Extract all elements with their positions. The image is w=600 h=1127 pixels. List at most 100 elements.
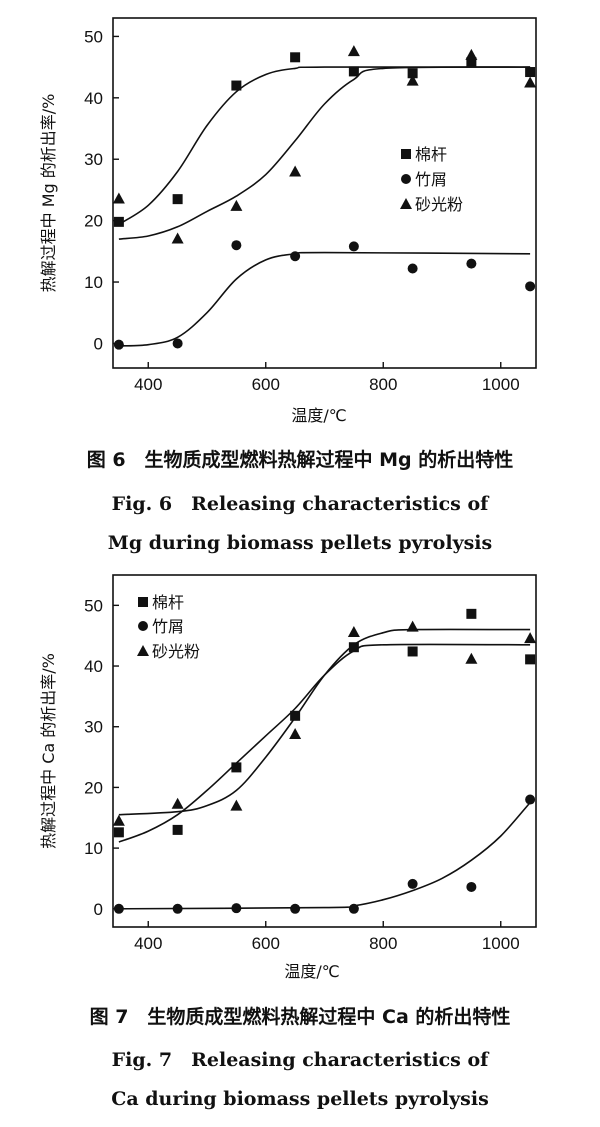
legend-circle-marker	[138, 621, 148, 631]
ca-plot-frame	[112, 574, 537, 928]
ca-y-tick-label: 50	[84, 596, 103, 615]
ca-x-tick-label: 800	[369, 934, 397, 953]
ca-legend-label-cotton: 棉杆	[152, 593, 184, 612]
mg-point-cotton	[525, 67, 536, 78]
ca-caption-cn: 图 7 生物质成型燃料热解过程中 Ca 的析出特性	[90, 1005, 511, 1028]
mg-point-bamboo	[348, 241, 359, 252]
ca-point-bamboo	[525, 794, 536, 805]
mg-point-sanding	[230, 199, 243, 211]
mg-point-cotton	[231, 80, 242, 91]
mg-y-tick-label: 30	[84, 150, 103, 169]
mg-legend: 棉杆 竹屑 砂光粉	[400, 145, 463, 214]
ca-point-sanding	[112, 814, 125, 826]
mg-legend-label-cotton: 棉杆	[415, 145, 447, 164]
ca-y-tick-label: 30	[84, 718, 103, 737]
ca-legend: 棉杆 竹屑 砂光粉	[137, 593, 200, 661]
mg-y-tick-label: 40	[84, 89, 103, 108]
mg-point-bamboo	[172, 338, 183, 349]
mg-point-bamboo	[466, 258, 477, 269]
mg-legend-label-bamboo: 竹屑	[415, 170, 447, 189]
ca-point-bamboo	[231, 903, 242, 914]
mg-plot-frame	[112, 17, 537, 369]
mg-caption-cn: 图 6 生物质成型燃料热解过程中 Mg 的析出特性	[87, 448, 514, 471]
mg-point-cotton	[348, 66, 359, 77]
mg-point-sanding	[347, 45, 360, 57]
legend-triangle-marker	[137, 645, 149, 656]
ca-point-cotton	[525, 654, 536, 665]
ca-point-cotton	[231, 762, 242, 773]
ca-point-cotton	[113, 827, 124, 838]
ca-point-sanding	[171, 797, 184, 809]
ca-point-cotton	[290, 710, 301, 721]
ca-point-sanding	[347, 626, 360, 638]
mg-point-bamboo	[113, 339, 124, 350]
ca-caption-en-line2: Ca during biomass pellets pyrolysis	[111, 1088, 489, 1110]
ca-point-sanding	[406, 620, 419, 632]
mg-point-cotton	[466, 57, 477, 68]
ca-fit-line-cotton	[118, 643, 531, 843]
mg-x-tick-label: 600	[252, 375, 280, 394]
ca-chart: 0 10 20 30 40 50 400 600 800 1000 热解过程中 Ca 的析出率/…	[39, 574, 537, 981]
mg-y-tick-label: 20	[84, 212, 103, 231]
ca-x-tick-label: 400	[134, 934, 162, 953]
legend-square-marker	[401, 149, 411, 159]
mg-point-bamboo	[231, 240, 242, 251]
mg-point-sanding	[406, 74, 419, 86]
mg-point-sanding	[112, 192, 125, 204]
mg-point-cotton	[172, 194, 183, 205]
ca-point-bamboo	[348, 903, 359, 914]
mg-fit-line-sanding	[118, 66, 531, 240]
mg-fit-line-cotton	[118, 66, 531, 225]
ca-legend-label-sanding: 砂光粉	[152, 642, 200, 661]
ca-point-cotton	[407, 646, 418, 657]
mg-caption-en-line2: Mg during biomass pellets pyrolysis	[108, 532, 492, 554]
mg-point-bamboo	[525, 281, 536, 292]
mg-y-tick-label: 0	[94, 334, 103, 353]
ca-x-tick-label: 600	[252, 934, 280, 953]
mg-legend-label-sanding: 砂光粉	[415, 195, 463, 214]
ca-point-cotton	[172, 824, 183, 835]
mg-point-bamboo	[290, 251, 301, 262]
mg-point-cotton	[290, 52, 301, 63]
ca-legend-label-bamboo: 竹屑	[152, 617, 184, 636]
ca-point-sanding	[524, 632, 537, 644]
ca-x-axis-label: 温度/℃	[284, 962, 339, 981]
ca-point-cotton	[348, 642, 359, 653]
mg-x-tick-label: 1000	[482, 375, 520, 394]
ca-point-bamboo	[290, 903, 301, 914]
mg-point-sanding	[289, 165, 302, 177]
ca-point-bamboo	[466, 881, 477, 892]
mg-x-axis-label: 温度/℃	[291, 406, 346, 425]
mg-y-tick-label: 10	[84, 273, 103, 292]
mg-point-bamboo	[407, 263, 418, 274]
mg-x-tick-label: 400	[134, 375, 162, 394]
ca-point-cotton	[466, 608, 477, 619]
mg-caption-en-line1: Fig. 6 Releasing characteristics of	[112, 493, 490, 515]
mg-y-axis-label: 热解过程中 Mg 的析出率/%	[39, 94, 58, 293]
ca-x-tick-label: 1000	[482, 934, 520, 953]
mg-point-sanding	[171, 232, 184, 244]
mg-point-cotton	[113, 216, 124, 227]
ca-point-sanding	[465, 652, 478, 664]
legend-square-marker	[138, 597, 148, 607]
ca-point-bamboo	[407, 878, 418, 889]
mg-chart: 0 10 20 30 40 50 400 600 800 1000 热解过程中 Mg 的析出率/…	[39, 17, 537, 425]
ca-point-sanding	[230, 799, 243, 811]
ca-y-tick-label: 20	[84, 778, 103, 797]
ca-fit-line-bamboo	[118, 802, 531, 910]
mg-point-sanding	[465, 48, 478, 60]
mg-point-sanding	[524, 76, 537, 88]
ca-y-axis-label: 热解过程中 Ca 的析出率/%	[39, 653, 58, 849]
mg-point-cotton	[407, 68, 418, 79]
ca-y-tick-label: 40	[84, 657, 103, 676]
ca-caption-en-line1: Fig. 7 Releasing characteristics of	[112, 1049, 490, 1071]
mg-y-tick-label: 50	[84, 27, 103, 46]
ca-y-tick-label: 0	[94, 900, 103, 919]
legend-triangle-marker	[400, 198, 412, 209]
ca-point-sanding	[289, 728, 302, 740]
mg-fit-line-bamboo	[118, 251, 531, 347]
ca-point-bamboo	[113, 903, 124, 914]
legend-circle-marker	[401, 174, 411, 184]
ca-point-bamboo	[172, 903, 183, 914]
